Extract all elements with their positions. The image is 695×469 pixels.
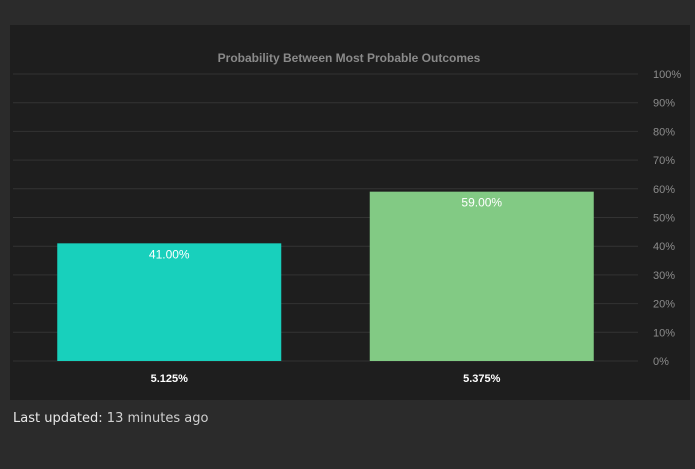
y-tick-label: 20%: [653, 299, 675, 311]
y-tick-label: 30%: [653, 270, 675, 282]
bar-value-label: 41.00%: [149, 247, 190, 261]
bar-value-label: 59.00%: [461, 196, 502, 210]
y-tick-label: 10%: [653, 327, 675, 339]
y-tick-label: 50%: [653, 213, 675, 225]
y-axis-ticks: 0% 10% 20% 30% 40% 50% 60% 70% 80% 90% 100%: [653, 69, 681, 368]
y-tick-label: 0%: [653, 356, 669, 368]
y-tick-label: 80%: [653, 126, 675, 138]
bar[interactable]: [369, 191, 594, 361]
chart-panel: Probability Between Most Probable Outcom…: [10, 25, 690, 400]
last-updated-value: 13 minutes ago: [106, 411, 209, 426]
last-updated: Last updated: 13 minutes ago: [13, 411, 208, 426]
y-tick-label: 40%: [653, 241, 675, 253]
bar-chart: Probability Between Most Probable Outcom…: [13, 51, 681, 385]
chart-title: Probability Between Most Probable Outcom…: [218, 51, 481, 65]
y-tick-label: 90%: [653, 98, 675, 110]
y-tick-label: 60%: [653, 184, 675, 196]
bar[interactable]: [57, 243, 282, 361]
last-updated-label: Last updated:: [13, 411, 103, 426]
x-tick-label: 5.125%: [151, 373, 189, 385]
bars: 41.00% 59.00%: [57, 191, 594, 361]
x-axis-ticks: 5.125% 5.375%: [151, 373, 501, 385]
y-tick-label: 70%: [653, 155, 675, 167]
x-tick-label: 5.375%: [463, 373, 501, 385]
y-tick-label: 100%: [653, 69, 681, 81]
